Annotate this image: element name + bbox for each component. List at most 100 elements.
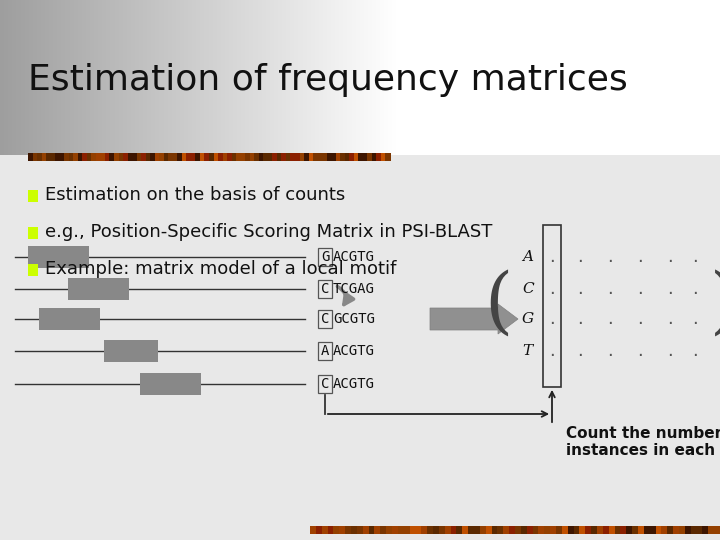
- Bar: [539, 526, 545, 534]
- Bar: [404, 526, 410, 534]
- Bar: [377, 153, 382, 161]
- Text: e.g., Position-Specific Scoring Matrix in PSI-BLAST: e.g., Position-Specific Scoring Matrix i…: [45, 223, 492, 241]
- Text: .: .: [692, 280, 698, 298]
- Bar: [527, 526, 533, 534]
- Bar: [445, 526, 451, 534]
- Bar: [318, 342, 332, 360]
- Bar: [286, 153, 291, 161]
- Text: .: .: [549, 248, 555, 266]
- Bar: [345, 153, 350, 161]
- Text: .: .: [692, 248, 698, 266]
- Bar: [574, 526, 580, 534]
- Bar: [381, 153, 386, 161]
- Text: A: A: [321, 344, 329, 358]
- Text: C: C: [321, 282, 329, 296]
- Bar: [708, 526, 715, 534]
- Bar: [714, 526, 720, 534]
- Bar: [372, 153, 377, 161]
- Bar: [427, 526, 433, 534]
- Bar: [533, 526, 539, 534]
- Bar: [339, 526, 346, 534]
- Bar: [264, 153, 269, 161]
- Bar: [250, 153, 255, 161]
- Text: .: .: [667, 310, 673, 328]
- Bar: [316, 526, 323, 534]
- Bar: [78, 153, 83, 161]
- Text: .: .: [607, 310, 613, 328]
- Bar: [173, 153, 178, 161]
- Bar: [597, 526, 603, 534]
- Bar: [318, 248, 332, 266]
- FancyArrow shape: [430, 304, 518, 334]
- Bar: [462, 526, 469, 534]
- Bar: [32, 153, 37, 161]
- Bar: [268, 153, 273, 161]
- Bar: [258, 153, 264, 161]
- Bar: [137, 153, 142, 161]
- Text: .: .: [607, 248, 613, 266]
- Bar: [191, 153, 196, 161]
- Bar: [168, 153, 174, 161]
- Bar: [415, 526, 422, 534]
- Bar: [333, 526, 340, 534]
- Bar: [322, 526, 328, 534]
- Bar: [309, 153, 314, 161]
- Bar: [318, 153, 323, 161]
- Text: Count the number of
instances in each column: Count the number of instances in each co…: [566, 426, 720, 458]
- Bar: [37, 153, 42, 161]
- Bar: [550, 526, 557, 534]
- Text: Estimation on the basis of counts: Estimation on the basis of counts: [45, 186, 346, 204]
- Bar: [318, 280, 332, 298]
- Text: T: T: [522, 344, 532, 358]
- Bar: [28, 246, 89, 268]
- Bar: [580, 526, 586, 534]
- Bar: [363, 526, 369, 534]
- Bar: [150, 153, 156, 161]
- Text: .: .: [667, 280, 673, 298]
- Bar: [603, 526, 609, 534]
- Bar: [104, 340, 158, 362]
- Text: .: .: [607, 280, 613, 298]
- Bar: [679, 526, 685, 534]
- Bar: [28, 190, 38, 202]
- Bar: [498, 526, 504, 534]
- Bar: [272, 153, 277, 161]
- Bar: [638, 526, 644, 534]
- Bar: [304, 153, 309, 161]
- Text: .: .: [549, 310, 555, 328]
- Bar: [100, 153, 105, 161]
- Bar: [480, 526, 486, 534]
- Bar: [556, 526, 562, 534]
- Bar: [127, 153, 132, 161]
- Bar: [105, 153, 110, 161]
- Bar: [644, 526, 650, 534]
- Bar: [591, 526, 598, 534]
- Bar: [354, 153, 359, 161]
- Bar: [398, 526, 404, 534]
- Bar: [186, 153, 192, 161]
- Bar: [64, 153, 69, 161]
- Bar: [357, 526, 363, 534]
- Text: ACGTG: ACGTG: [333, 377, 375, 391]
- Bar: [318, 310, 332, 328]
- Bar: [451, 526, 457, 534]
- Bar: [632, 526, 639, 534]
- Bar: [585, 526, 592, 534]
- Bar: [543, 225, 561, 387]
- Text: Example: matrix model of a local motif: Example: matrix model of a local motif: [45, 260, 397, 278]
- Bar: [327, 153, 332, 161]
- Bar: [685, 526, 691, 534]
- Bar: [295, 153, 300, 161]
- Bar: [109, 153, 114, 161]
- Bar: [155, 153, 160, 161]
- Bar: [615, 526, 621, 534]
- Bar: [503, 526, 510, 534]
- Bar: [236, 153, 241, 161]
- Text: .: .: [637, 280, 643, 298]
- Text: ACGTG: ACGTG: [333, 344, 375, 358]
- Text: G: G: [321, 250, 329, 264]
- Bar: [562, 526, 568, 534]
- Bar: [690, 526, 697, 534]
- Bar: [322, 153, 327, 161]
- Bar: [200, 153, 205, 161]
